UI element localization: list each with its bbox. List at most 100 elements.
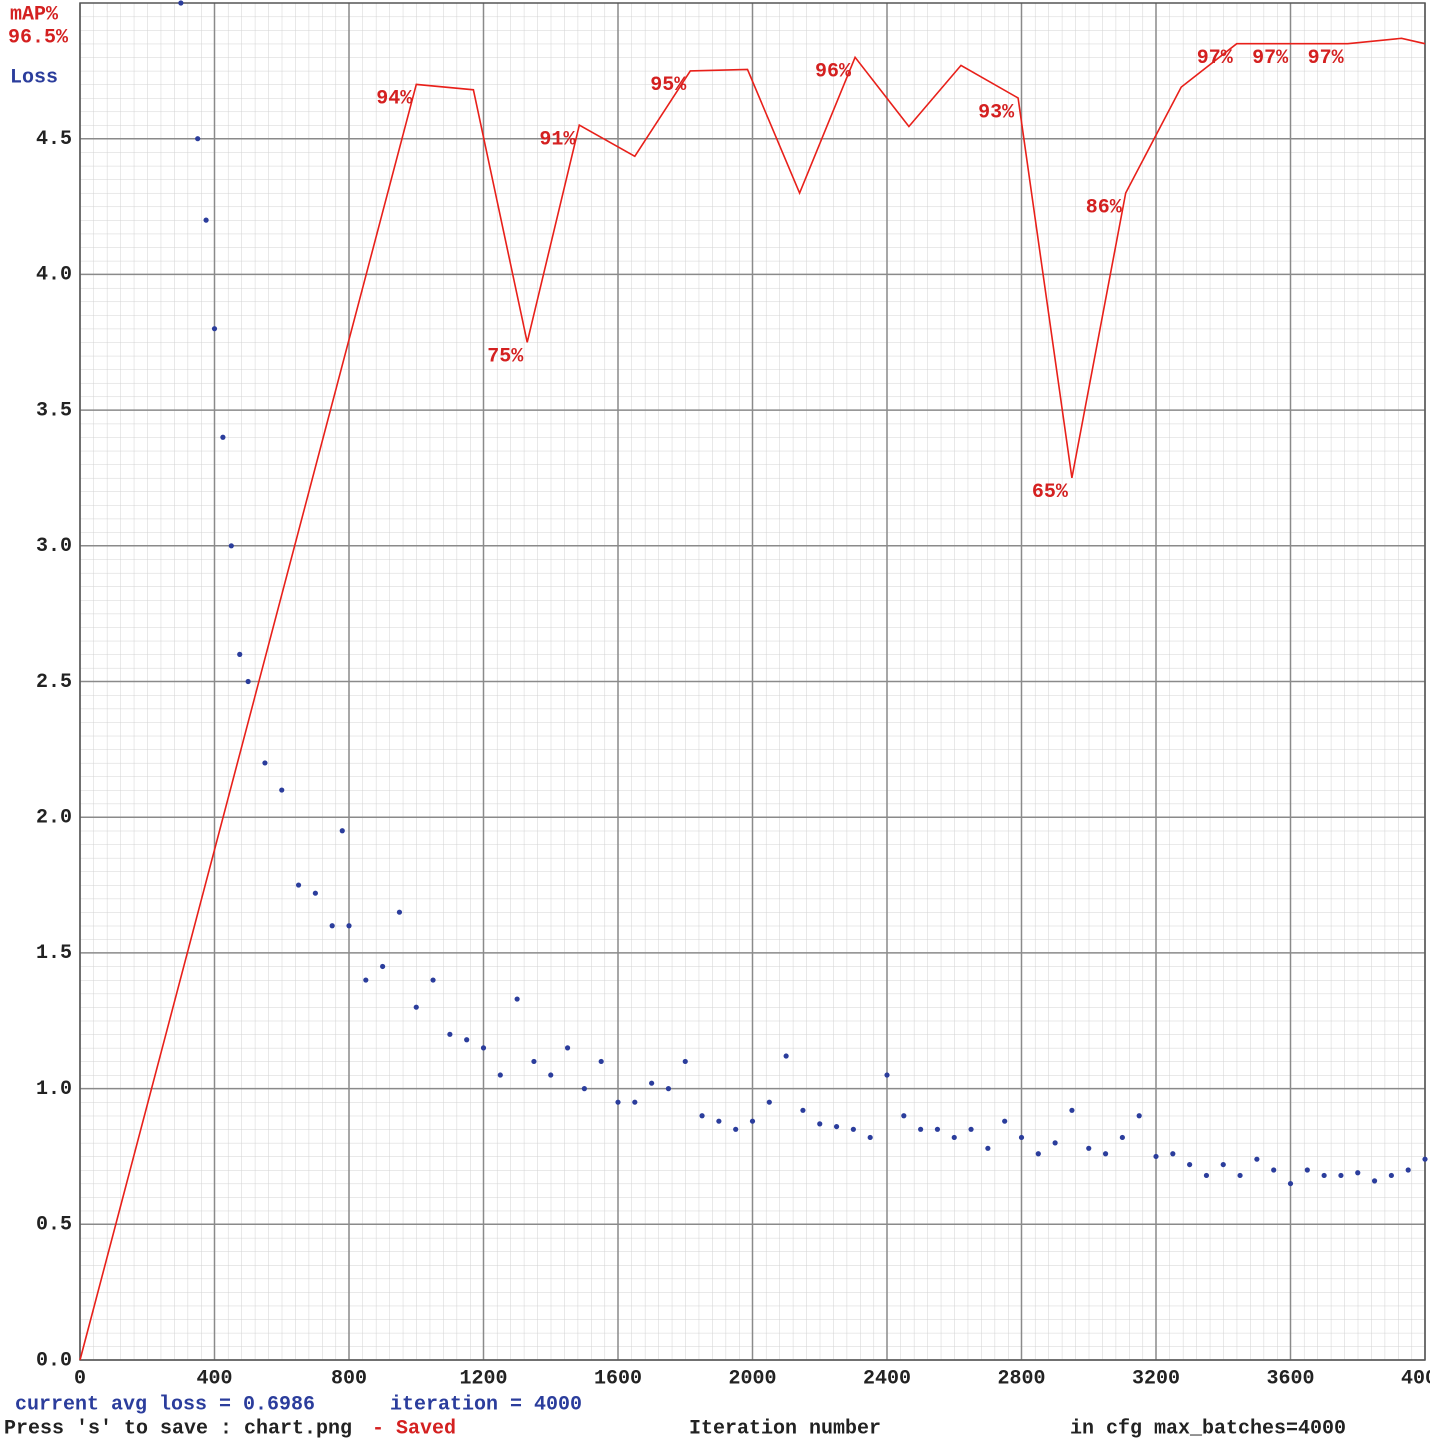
loss-point xyxy=(1321,1172,1327,1179)
loss-point xyxy=(1203,1172,1210,1179)
loss-point xyxy=(800,1107,806,1113)
data-label: 91% xyxy=(539,128,576,151)
data-label: 65% xyxy=(1032,481,1069,504)
loss-point xyxy=(211,326,218,332)
loss-point xyxy=(833,1123,840,1130)
loss-point xyxy=(1287,1180,1294,1187)
loss-point xyxy=(901,1113,907,1119)
data-label: 95% xyxy=(650,74,687,97)
y-tick-label: 2.5 xyxy=(36,671,72,694)
loss-point xyxy=(564,1045,571,1051)
loss-point xyxy=(1422,1156,1428,1162)
x-tick-label: 2000 xyxy=(728,1367,776,1390)
y-tick-label: 2.0 xyxy=(36,806,72,829)
loss-point xyxy=(1136,1113,1142,1119)
loss-point xyxy=(339,828,345,834)
save-status: - Saved xyxy=(372,1417,456,1440)
x-tick-label: 1200 xyxy=(459,1367,507,1390)
legend-loss: Loss xyxy=(10,66,58,89)
loss-point xyxy=(665,1086,672,1092)
loss-point xyxy=(934,1126,941,1132)
loss-point xyxy=(203,217,209,223)
y-tick-label: 0.5 xyxy=(36,1214,72,1237)
loss-point xyxy=(581,1086,587,1092)
cfg-note: in cfg max_batches=4000 xyxy=(1070,1417,1346,1440)
loss-point xyxy=(817,1121,823,1127)
loss-point xyxy=(1388,1172,1394,1179)
loss-point xyxy=(363,977,369,983)
loss-point xyxy=(1271,1167,1277,1173)
loss-point xyxy=(850,1126,856,1132)
loss-point xyxy=(220,434,226,440)
loss-point xyxy=(464,1037,470,1043)
loss-point xyxy=(1018,1134,1025,1141)
loss-point xyxy=(228,543,234,549)
loss-point xyxy=(1338,1172,1344,1179)
loss-point xyxy=(295,882,302,888)
loss-point xyxy=(1069,1107,1075,1113)
loss-point xyxy=(430,977,436,983)
loss-point xyxy=(699,1113,705,1119)
loss-point xyxy=(649,1080,655,1086)
loss-point xyxy=(497,1072,503,1078)
data-label: 86% xyxy=(1086,196,1123,219)
loss-point xyxy=(447,1031,453,1037)
loss-point xyxy=(1052,1140,1058,1146)
loss-point xyxy=(1086,1145,1092,1151)
y-tick-label: 1.0 xyxy=(36,1078,72,1101)
loss-point xyxy=(968,1126,974,1132)
y2-axis-label: mAP% xyxy=(10,3,59,26)
loss-point xyxy=(884,1072,890,1078)
loss-point xyxy=(245,678,251,685)
x-tick-label: 2800 xyxy=(997,1367,1045,1390)
data-label: 96% xyxy=(815,61,852,84)
loss-point xyxy=(615,1099,621,1105)
loss-point xyxy=(985,1145,991,1151)
loss-point xyxy=(783,1053,789,1059)
loss-point xyxy=(1405,1167,1411,1173)
x-tick-label: 3600 xyxy=(1266,1367,1314,1390)
loss-point xyxy=(1170,1151,1176,1157)
loss-point xyxy=(598,1058,604,1065)
loss-point xyxy=(396,909,403,915)
loss-point xyxy=(329,923,335,929)
map-note: 96.5% xyxy=(8,26,69,49)
loss-point xyxy=(237,651,243,657)
data-label: 97% xyxy=(1197,47,1234,70)
data-label: 75% xyxy=(487,346,524,369)
data-label: 97% xyxy=(1252,47,1289,70)
loss-point xyxy=(1153,1153,1159,1160)
y-tick-label: 4.0 xyxy=(36,264,72,287)
y-tick-label: 0.0 xyxy=(36,1349,72,1372)
status-iteration: iteration = 4000 xyxy=(390,1393,582,1416)
loss-point xyxy=(312,890,318,896)
loss-point xyxy=(1002,1118,1008,1124)
loss-point xyxy=(195,136,201,142)
loss-point xyxy=(1304,1167,1310,1173)
loss-point xyxy=(514,996,520,1002)
loss-point xyxy=(951,1134,957,1141)
loss-point xyxy=(1119,1134,1125,1141)
x-tick-label: 4000 xyxy=(1401,1367,1430,1390)
x-tick-label: 400 xyxy=(196,1367,232,1390)
y-tick-label: 3.0 xyxy=(36,535,72,558)
loss-point xyxy=(480,1045,487,1051)
x-tick-label: 800 xyxy=(331,1367,367,1390)
loss-point xyxy=(548,1072,554,1078)
loss-point xyxy=(1035,1151,1041,1157)
loss-point xyxy=(1254,1156,1260,1162)
loss-point xyxy=(716,1118,722,1124)
x-tick-label: 3200 xyxy=(1132,1367,1180,1390)
loss-point xyxy=(1220,1161,1226,1168)
plot-frame xyxy=(79,2,1426,1361)
data-label: 94% xyxy=(376,88,413,111)
loss-point xyxy=(867,1134,873,1141)
loss-point xyxy=(531,1058,537,1065)
loss-point xyxy=(766,1099,772,1105)
data-label: 97% xyxy=(1308,47,1345,70)
loss-point xyxy=(1187,1161,1193,1168)
loss-point xyxy=(1102,1151,1109,1157)
loss-point xyxy=(1237,1172,1243,1179)
